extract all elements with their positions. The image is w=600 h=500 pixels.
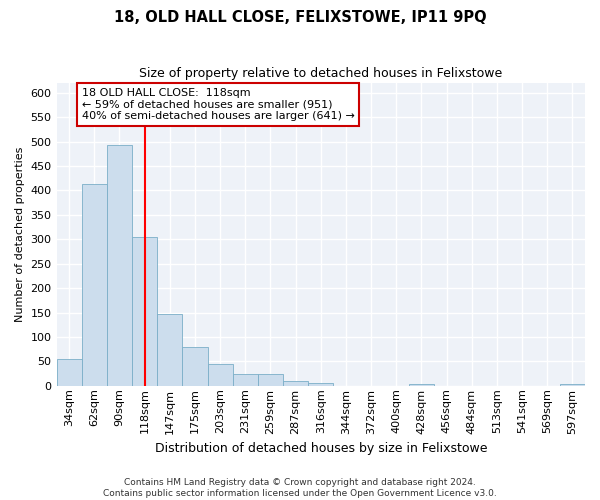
Bar bbox=[258, 374, 283, 386]
Bar bbox=[409, 384, 434, 386]
Bar bbox=[157, 314, 182, 386]
Title: Size of property relative to detached houses in Felixstowe: Size of property relative to detached ho… bbox=[139, 68, 502, 80]
Bar bbox=[107, 145, 132, 386]
Bar bbox=[56, 359, 82, 386]
Text: 18, OLD HALL CLOSE, FELIXSTOWE, IP11 9PQ: 18, OLD HALL CLOSE, FELIXSTOWE, IP11 9PQ bbox=[113, 10, 487, 25]
Bar bbox=[132, 237, 157, 386]
Bar bbox=[182, 346, 208, 386]
Bar bbox=[82, 184, 107, 386]
Bar bbox=[560, 384, 585, 386]
Text: 18 OLD HALL CLOSE:  118sqm
← 59% of detached houses are smaller (951)
40% of sem: 18 OLD HALL CLOSE: 118sqm ← 59% of detac… bbox=[82, 88, 355, 121]
Bar bbox=[208, 364, 233, 386]
Y-axis label: Number of detached properties: Number of detached properties bbox=[15, 146, 25, 322]
Bar bbox=[308, 384, 334, 386]
X-axis label: Distribution of detached houses by size in Felixstowe: Distribution of detached houses by size … bbox=[155, 442, 487, 455]
Bar bbox=[283, 382, 308, 386]
Bar bbox=[233, 374, 258, 386]
Text: Contains HM Land Registry data © Crown copyright and database right 2024.
Contai: Contains HM Land Registry data © Crown c… bbox=[103, 478, 497, 498]
